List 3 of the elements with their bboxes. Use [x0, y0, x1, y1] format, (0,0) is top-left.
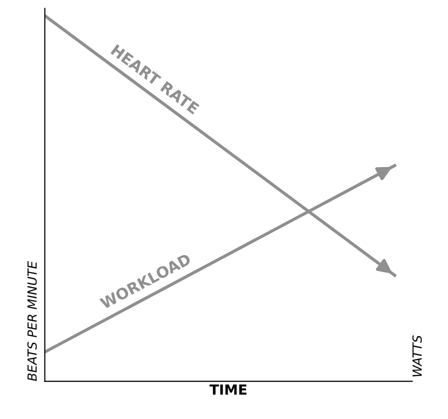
- x-axis-title: TIME: [210, 384, 246, 395]
- annotation: WATTS: [412, 335, 422, 376]
- y-axis-title: BEATS PER MINUTE: [27, 261, 37, 381]
